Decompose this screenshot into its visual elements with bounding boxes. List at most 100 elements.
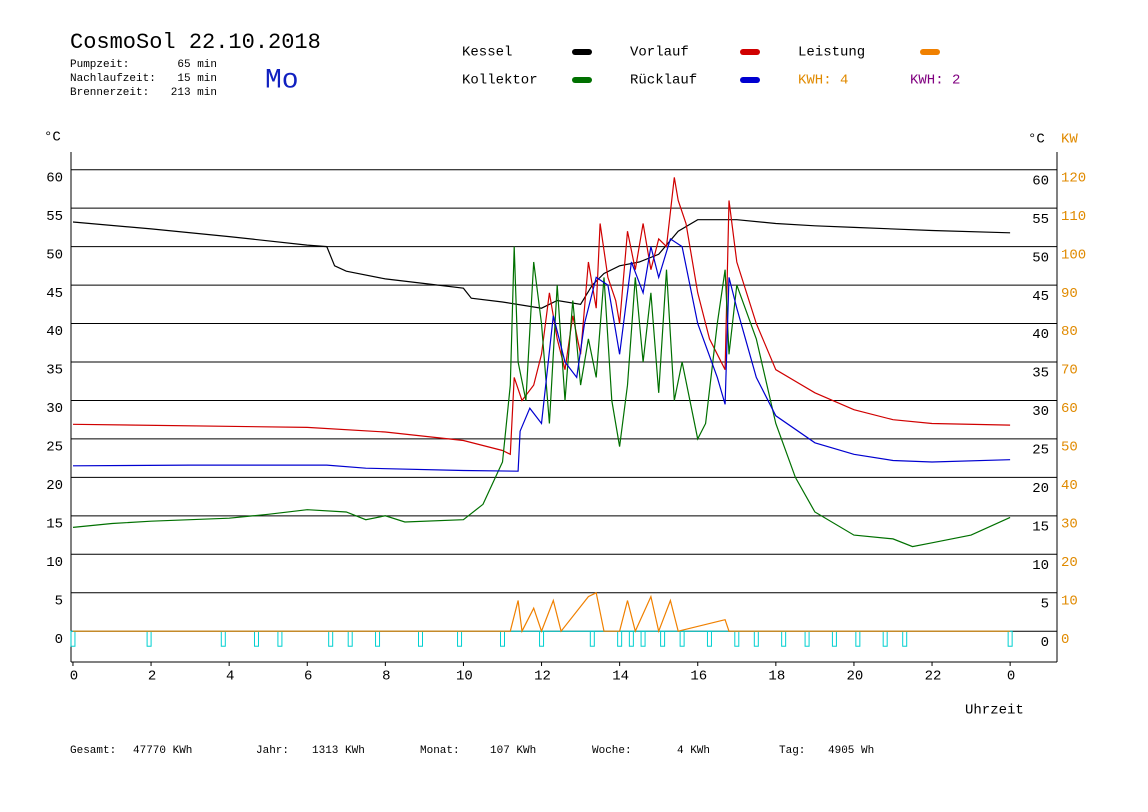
y-tick-label: 35 xyxy=(46,363,63,379)
legend-label: Kessel xyxy=(462,45,512,61)
y2-tick-label: 100 xyxy=(1061,247,1086,263)
pump-marker xyxy=(70,630,76,647)
legend-label: Kollektor xyxy=(462,73,538,89)
y-tick-label: 20 xyxy=(46,478,63,494)
y2-tick-label: 10 xyxy=(1061,593,1078,609)
y2-tick-label: 110 xyxy=(1061,209,1086,225)
kwh-label: KWH: 2 xyxy=(910,73,960,89)
y-tick-label: 25 xyxy=(46,440,63,456)
x-tick-label: 22 xyxy=(925,669,942,685)
series-line xyxy=(73,591,1011,634)
y2-axis-label: KW xyxy=(1061,132,1078,148)
footer-label: Jahr: xyxy=(256,745,289,757)
y-right-tick-label: 60 xyxy=(1032,173,1049,189)
x-tick-label: 10 xyxy=(456,669,473,685)
legend-marker xyxy=(740,77,760,83)
x-tick-label: 2 xyxy=(148,669,156,685)
y2-tick-label: 40 xyxy=(1061,478,1078,494)
footer-value: 1313 KWh xyxy=(312,745,365,757)
y-right-tick-label: 55 xyxy=(1032,212,1049,228)
footer-value: 4 KWh xyxy=(677,745,710,757)
y-right-tick-label: 20 xyxy=(1032,481,1049,497)
y-tick-label: 40 xyxy=(46,324,63,340)
footer-value: 107 KWh xyxy=(490,745,536,757)
stat-value: 213 min xyxy=(171,87,217,99)
x-tick-label: 0 xyxy=(1007,669,1015,685)
legend-marker xyxy=(920,49,940,55)
footer-value: 47770 KWh xyxy=(133,745,192,757)
legend-label: Rücklauf xyxy=(630,73,697,89)
footer-label: Tag: xyxy=(779,745,805,757)
y-tick-label: 30 xyxy=(46,401,63,417)
x-tick-label: 8 xyxy=(382,669,390,685)
x-tick-label: 18 xyxy=(768,669,785,685)
stat-label: Brennerzeit: xyxy=(70,87,149,99)
y2-tick-label: 50 xyxy=(1061,440,1078,456)
title: CosmoSol 22.10.2018 xyxy=(70,30,321,55)
pump-marker xyxy=(706,630,712,647)
y-right-tick-label: 40 xyxy=(1032,327,1049,343)
y2-tick-label: 90 xyxy=(1061,286,1078,302)
y-axis-label: °C xyxy=(44,130,61,146)
pump-marker xyxy=(640,630,646,647)
footer-value: 4905 Wh xyxy=(828,745,874,757)
series-line xyxy=(72,246,1011,548)
y-tick-label: 10 xyxy=(46,555,63,571)
y-right-tick-label: 10 xyxy=(1032,558,1049,574)
stat-label: Pumpzeit: xyxy=(70,59,129,71)
stat-label: Nachlaufzeit: xyxy=(70,73,156,85)
x-axis-label: Uhrzeit xyxy=(965,703,1024,719)
kwh-label: KWH: 4 xyxy=(798,73,848,89)
y-right-tick-label: 5 xyxy=(1041,596,1049,612)
y2-tick-label: 70 xyxy=(1061,363,1078,379)
x-tick-label: 20 xyxy=(847,669,864,685)
y-right-tick-label: 45 xyxy=(1032,289,1049,305)
legend-marker xyxy=(740,49,760,55)
stat-value: 15 min xyxy=(177,73,217,85)
legend-marker xyxy=(572,49,592,55)
y-right-tick-label: 35 xyxy=(1032,366,1049,382)
pump-marker xyxy=(1007,630,1013,647)
footer-label: Gesamt: xyxy=(70,745,116,757)
x-tick-label: 6 xyxy=(304,669,312,685)
footer-label: Monat: xyxy=(420,745,460,757)
x-tick-label: 12 xyxy=(534,669,551,685)
x-tick-label: 0 xyxy=(70,669,78,685)
y-right-tick-label: 25 xyxy=(1032,443,1049,459)
y-tick-label: 5 xyxy=(55,593,63,609)
y-tick-label: 0 xyxy=(55,632,63,648)
y2-tick-label: 30 xyxy=(1061,517,1078,533)
stat-value: 65 min xyxy=(177,59,217,71)
footer-label: Woche: xyxy=(592,745,632,757)
y-tick-label: 45 xyxy=(46,286,63,302)
x-tick-label: 16 xyxy=(690,669,707,685)
y-right-tick-label: 30 xyxy=(1032,404,1049,420)
pump-marker xyxy=(660,630,666,647)
legend-label: Leistung xyxy=(798,45,865,61)
y-tick-label: 50 xyxy=(46,247,63,263)
pump-marker xyxy=(679,630,685,647)
series-line xyxy=(72,177,1011,456)
y-right-tick-label: 50 xyxy=(1032,250,1049,266)
series-line xyxy=(72,237,1011,472)
legend-marker xyxy=(572,77,592,83)
series-line xyxy=(72,219,1011,309)
y-tick-label: 15 xyxy=(46,517,63,533)
y2-tick-label: 60 xyxy=(1061,401,1078,417)
day: Mo xyxy=(265,65,299,96)
y2-tick-label: 120 xyxy=(1061,170,1086,186)
pump-marker xyxy=(589,630,595,647)
x-tick-label: 14 xyxy=(612,669,629,685)
x-tick-label: 4 xyxy=(226,669,234,685)
legend-label: Vorlauf xyxy=(630,45,689,61)
y-tick-label: 55 xyxy=(46,209,63,225)
y2-unit-label: °C xyxy=(1028,132,1045,148)
y-right-tick-label: 0 xyxy=(1041,635,1049,651)
y2-tick-label: 0 xyxy=(1061,632,1069,648)
y2-tick-label: 80 xyxy=(1061,324,1078,340)
y2-tick-label: 20 xyxy=(1061,555,1078,571)
y-right-tick-label: 15 xyxy=(1032,520,1049,536)
